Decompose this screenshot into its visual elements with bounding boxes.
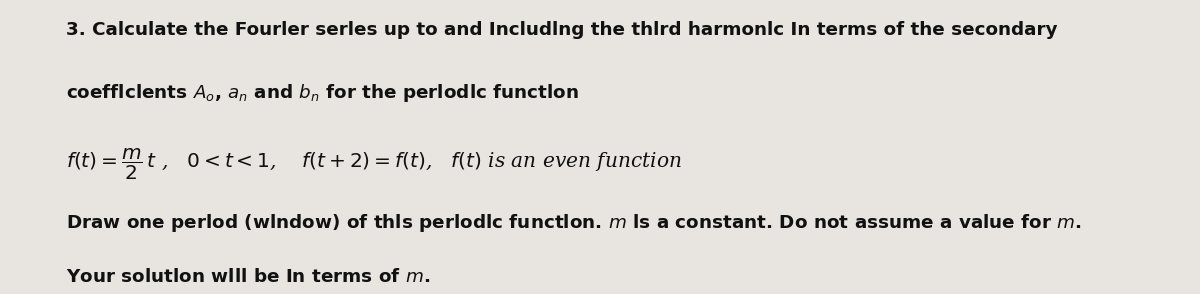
Text: Draw one perlod (wlndow) of thls perlodlc functlon. $m$ ls a constant. Do not as: Draw one perlod (wlndow) of thls perlodl…: [66, 212, 1082, 234]
Text: Your solutlon wlll be In terms of $m$.: Your solutlon wlll be In terms of $m$.: [66, 268, 431, 285]
Text: 3. Calculate the Fourler serles up to and Includlng the thlrd harmonlc In terms : 3. Calculate the Fourler serles up to an…: [66, 21, 1057, 39]
Text: coefflclents $A_o$, $a_n$ and $b_n$ for the perlodlc functlon: coefflclents $A_o$, $a_n$ and $b_n$ for …: [66, 82, 580, 104]
Text: $f(t) = \dfrac{m}{2}\,t$ ,   $0 < t < 1$,    $f(t+2) = f(t)$,   $f(t)$ is an eve: $f(t) = \dfrac{m}{2}\,t$ , $0 < t < 1$, …: [66, 147, 682, 182]
